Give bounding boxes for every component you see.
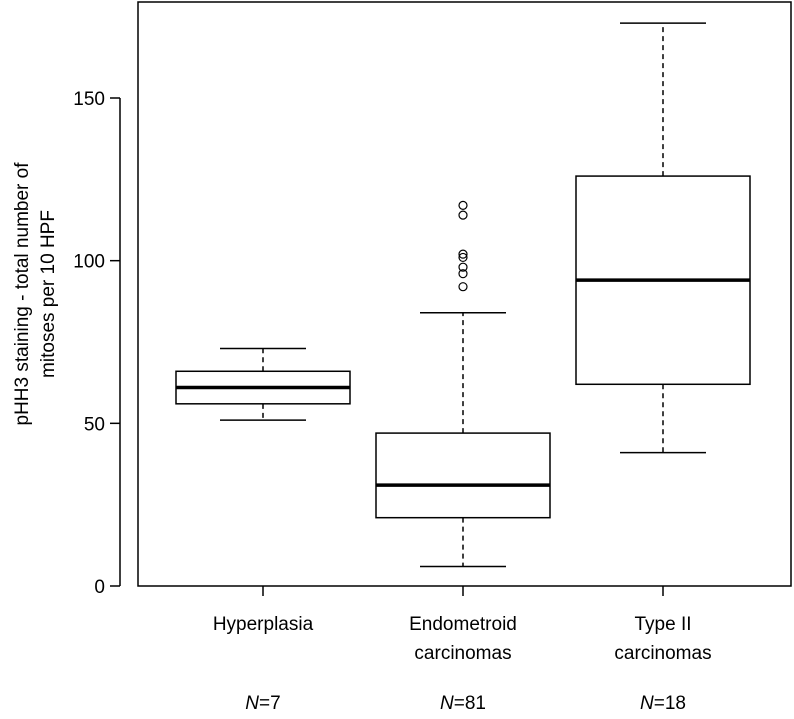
y-axis-label: pHH3 staining - total number of mitoses … (12, 162, 59, 426)
group-1-label-line-1: Hyperplasia (213, 614, 314, 635)
plot-frame (137, 1, 792, 587)
group-3-n-label: N=18 (640, 693, 686, 714)
group-2-box (375, 200, 551, 568)
group-1-n-prefix: N (245, 693, 259, 714)
y-axis-label-line2: mitoses per 10 HPF (38, 210, 59, 378)
group-2-n-value: =81 (454, 693, 486, 714)
y-tick-label-50: 50 (84, 414, 105, 435)
x-axis-labels: HyperplasiaN=7EndometroidcarcinomasN=81T… (213, 586, 712, 714)
y-axis-label-line1: pHH3 staining - total number of (12, 162, 33, 426)
group-2-n-label: N=81 (440, 693, 486, 714)
group-2-outlier-3 (458, 262, 468, 272)
boxes (175, 22, 751, 568)
group-3-label-line-2: carcinomas (614, 643, 711, 664)
group-1-box (175, 347, 351, 421)
group-2-outlier-4 (458, 252, 468, 263)
y-tick-label-150: 150 (73, 89, 105, 110)
group-3-n-value: =18 (654, 693, 686, 714)
y-tick-label-100: 100 (73, 252, 105, 273)
y-tick-label-0: 0 (94, 577, 105, 598)
group-2-n-prefix: N (440, 693, 454, 714)
group-1-n-label: N=7 (245, 693, 280, 714)
group-2-outlier-5 (458, 249, 468, 259)
y-axis-ticks: 0 50 100 150 (73, 89, 120, 598)
group-1-n-value: =7 (259, 693, 281, 714)
group-2-label-line-1: Endometroid (409, 614, 517, 635)
group-2-outlier-6 (458, 210, 468, 220)
group-2-outlier-1 (458, 282, 468, 292)
group-3-label-line-1: Type II (634, 614, 691, 635)
group-2-iqr-box (375, 432, 551, 519)
group-3-n-prefix: N (640, 693, 654, 714)
group-3-box (575, 22, 751, 454)
group-2-label-line-2: carcinomas (414, 643, 511, 664)
group-2-outlier-2 (458, 269, 468, 279)
group-2-outlier-7 (458, 200, 468, 210)
